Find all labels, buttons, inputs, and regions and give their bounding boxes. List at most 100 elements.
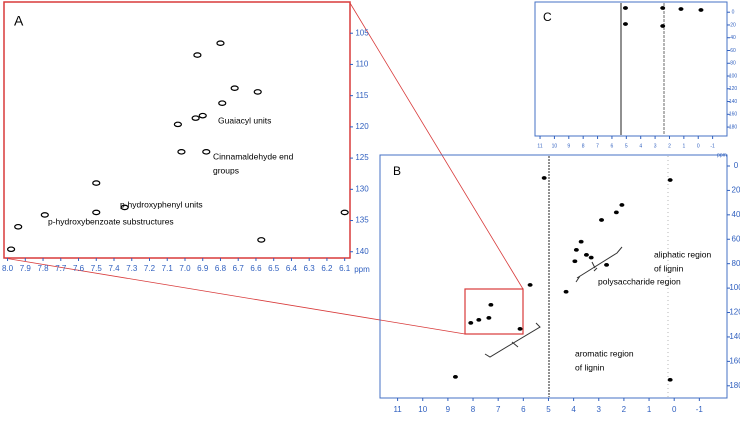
cross-peak xyxy=(202,149,211,155)
panel: B11109876543210-102040608010012014016018… xyxy=(379,154,740,414)
panel-label: C xyxy=(543,10,552,24)
x-tick-label: 6.2 xyxy=(321,264,333,273)
x-tick-label: 6.5 xyxy=(268,264,280,273)
cross-peak xyxy=(541,176,547,180)
y-tick-label: 180 xyxy=(729,124,738,130)
cross-peak xyxy=(340,209,349,216)
x-tick-label: 7.8 xyxy=(37,264,49,273)
x-axis-label: ppm xyxy=(717,152,727,158)
y-tick-label: 110 xyxy=(356,60,369,69)
x-tick-label: 7.0 xyxy=(179,264,191,273)
panel-frame xyxy=(3,1,351,259)
cross-peak xyxy=(198,112,207,119)
cross-peak xyxy=(667,377,673,382)
x-tick-label: 4 xyxy=(571,405,576,414)
y-tick-label: 80 xyxy=(730,61,736,67)
x-tick-label: 7.3 xyxy=(126,264,138,273)
y-tick-label: 120 xyxy=(355,122,369,131)
x-tick-label: 7.4 xyxy=(108,264,120,273)
x-tick-label: 0 xyxy=(672,405,677,414)
x-tick-label: 6.4 xyxy=(286,264,298,273)
bracket xyxy=(591,261,598,272)
cross-peak xyxy=(527,283,533,287)
x-tick-label: 1 xyxy=(682,143,685,149)
annotation: Cinnamaldehyde end xyxy=(213,151,294,161)
cross-peak xyxy=(257,237,266,243)
y-tick-label: 100 xyxy=(729,283,740,292)
y-tick-label: 60 xyxy=(732,234,740,243)
cross-peak xyxy=(572,259,578,264)
x-tick-label: 10 xyxy=(418,405,427,414)
y-tick-label: 80 xyxy=(732,259,740,268)
x-tick-label: 9 xyxy=(567,143,570,149)
y-tick-label: 160 xyxy=(729,112,738,118)
x-tick-label: 2 xyxy=(622,405,627,414)
x-tick-label: -1 xyxy=(696,405,704,414)
x-tick-label: 7.2 xyxy=(144,264,156,273)
y-tick-label: 125 xyxy=(355,153,369,162)
cross-peak xyxy=(698,8,704,12)
bracket xyxy=(575,246,623,283)
x-tick-label: 11 xyxy=(537,143,542,149)
x-tick-label: 6.1 xyxy=(339,264,351,273)
y-tick-label: 115 xyxy=(356,91,369,100)
x-tick-label: 7 xyxy=(496,405,501,414)
x-tick-label: 7.9 xyxy=(20,264,32,273)
cross-peak xyxy=(517,327,523,331)
x-tick-label: 8.0 xyxy=(2,264,14,273)
cross-peak xyxy=(476,317,482,322)
zoom-connector xyxy=(3,257,466,335)
cross-peak xyxy=(216,40,225,47)
panel-label: B xyxy=(393,164,401,178)
cross-peak xyxy=(623,6,628,10)
x-tick-label: 0 xyxy=(697,143,700,149)
cross-peak xyxy=(604,263,610,267)
x-tick-label: 7.7 xyxy=(55,264,67,273)
y-tick-label: 40 xyxy=(732,210,740,219)
cross-peak xyxy=(573,248,579,252)
x-tick-label: 7 xyxy=(596,143,599,149)
cross-peak xyxy=(230,85,239,91)
annotation: Guaiacyl units xyxy=(218,115,271,125)
x-tick-label: 3 xyxy=(597,405,602,414)
y-tick-label: 20 xyxy=(732,186,740,195)
annotation: p-hydroxybenzoate substructures xyxy=(48,216,174,226)
x-tick-label: 7.1 xyxy=(162,264,174,273)
y-tick-label: 100 xyxy=(729,73,738,79)
cross-peak xyxy=(120,204,129,211)
cross-peak xyxy=(623,22,628,26)
y-tick-label: 40 xyxy=(730,35,736,41)
cross-peak xyxy=(468,321,474,325)
x-tick-label: 5 xyxy=(546,405,551,414)
x-tick-label: 6.9 xyxy=(197,264,209,273)
x-tick-label: 6.7 xyxy=(233,264,245,273)
cross-peak xyxy=(173,121,182,128)
cross-peak xyxy=(6,246,16,253)
x-tick-label: 7.5 xyxy=(91,264,103,273)
panel: C11 10 9 8 7 6 5 4 3 2 1 0 -102040608010012014016018… xyxy=(534,1,738,158)
x-tick-label: 6.6 xyxy=(250,264,262,273)
annotation: of lignin xyxy=(654,263,684,273)
cross-peak xyxy=(660,6,666,10)
x-tick-label: 11 xyxy=(393,405,402,414)
annotation: of lignin xyxy=(575,362,605,372)
cross-peak xyxy=(92,209,101,216)
cross-peak xyxy=(588,255,594,260)
y-tick-label: 140 xyxy=(355,247,369,256)
cross-peak xyxy=(177,149,186,155)
x-tick-label: 4 xyxy=(639,143,642,149)
x-tick-label: 2 xyxy=(668,143,671,149)
x-tick-label: 7.6 xyxy=(73,264,85,273)
panel-frame xyxy=(379,154,728,399)
x-tick-label: 10 xyxy=(552,143,558,149)
cross-peak xyxy=(193,52,202,58)
annotation: groups xyxy=(213,165,239,175)
y-tick-label: 130 xyxy=(355,184,369,193)
cross-peak xyxy=(486,316,492,320)
y-tick-label: 105 xyxy=(355,28,369,37)
cross-peak xyxy=(599,218,604,222)
zoom-connector xyxy=(349,2,524,290)
cross-peak xyxy=(452,375,458,379)
